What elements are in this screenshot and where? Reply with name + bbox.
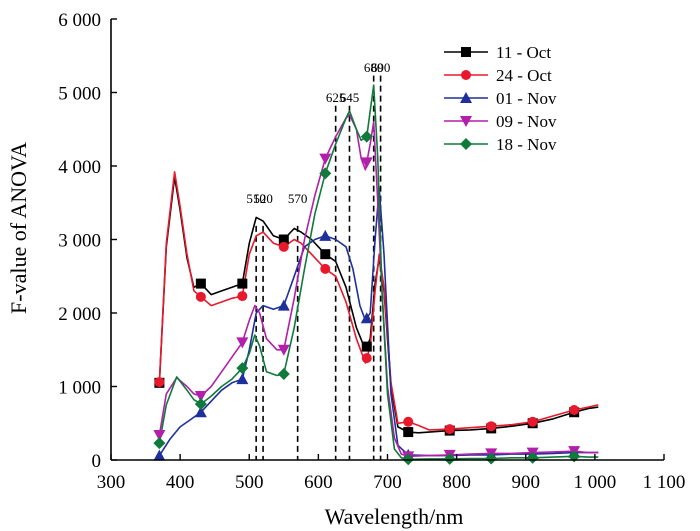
legend-swatch-marker: [461, 70, 471, 80]
y-tick-label: 6 000: [58, 10, 101, 31]
series-marker: [277, 344, 290, 356]
series-marker: [278, 234, 289, 245]
reference-line-label: 625: [326, 90, 346, 105]
y-tick-label: 5 000: [58, 84, 101, 105]
x-tick-label: 900: [512, 472, 541, 493]
legend-swatch-marker: [460, 138, 472, 150]
legend-swatch-marker: [460, 92, 472, 103]
reference-line-label: 645: [340, 90, 360, 105]
x-tick-label: 600: [304, 472, 333, 493]
series-marker: [278, 241, 289, 252]
series-marker: [527, 416, 538, 427]
legend-label: 09 - Nov: [496, 112, 557, 131]
series-marker: [194, 398, 207, 411]
x-tick-label: 800: [442, 472, 471, 493]
legend-swatch-marker: [461, 47, 471, 57]
legend-label: 01 - Nov: [496, 89, 557, 108]
x-tick-label: 1 100: [643, 472, 686, 493]
legend-swatch-marker: [460, 116, 472, 127]
series-line: [158, 84, 599, 461]
series-marker: [403, 416, 414, 427]
y-tick-label: 3 000: [58, 231, 101, 252]
series-marker: [153, 430, 166, 442]
reference-line-label: 510: [246, 191, 266, 206]
y-tick-label: 0: [92, 451, 102, 472]
y-axis-title: F-value of ANOVA: [6, 142, 31, 314]
y-tick-label: 1 000: [58, 378, 101, 399]
series-marker: [319, 167, 332, 180]
series-marker: [444, 424, 455, 435]
series-marker: [361, 341, 372, 352]
legend-label: 18 - Nov: [496, 135, 557, 154]
plot-series: [158, 84, 599, 461]
series-marker: [486, 421, 497, 432]
reference-line-label: 690: [371, 60, 391, 75]
x-tick-label: 500: [235, 472, 264, 493]
series-marker: [277, 368, 290, 381]
series-marker: [360, 130, 373, 143]
x-tick-label: 300: [97, 472, 126, 493]
legend-label: 24 - Oct: [496, 66, 552, 85]
series-line: [158, 113, 599, 458]
reference-line-label: 570: [288, 191, 308, 206]
series-marker: [236, 373, 249, 385]
series-marker: [153, 449, 166, 461]
series-marker: [153, 437, 166, 450]
legend: 11 - Oct 24 - Oct 01 - Nov 09 - Nov 18 - Nov: [444, 43, 557, 154]
series-marker: [320, 249, 331, 260]
x-tick-label: 700: [373, 472, 402, 493]
series-marker: [194, 406, 207, 418]
x-tick-label: 400: [166, 472, 195, 493]
series-marker: [277, 299, 290, 311]
series-marker: [154, 377, 165, 388]
x-tick-label: 1 000: [574, 472, 617, 493]
series-marker: [237, 291, 248, 302]
series-marker: [443, 452, 456, 465]
series-marker: [194, 391, 207, 403]
reference-line-label: 680: [364, 60, 384, 75]
series-marker: [195, 278, 206, 289]
series-marker: [360, 312, 373, 324]
series-marker: [237, 278, 248, 289]
y-tick-label: 4 000: [58, 157, 101, 178]
series-marker: [485, 452, 498, 465]
plot-markers: [153, 130, 581, 466]
series-marker: [319, 153, 332, 165]
series-marker: [319, 229, 332, 241]
series-line: [158, 187, 599, 457]
series-marker: [569, 405, 580, 416]
series-marker: [195, 291, 206, 302]
series-marker: [320, 263, 331, 274]
x-axis-title: Wavelength/nm: [325, 504, 464, 529]
series-line: [158, 176, 599, 434]
series-marker: [360, 157, 373, 169]
series-marker: [236, 362, 249, 375]
series-line: [158, 171, 599, 431]
series-marker: [236, 337, 249, 349]
y-tick-label: 2 000: [58, 304, 101, 325]
series-marker: [361, 353, 372, 364]
series-marker: [403, 427, 414, 438]
legend-label: 11 - Oct: [496, 43, 551, 62]
reference-line-label: 520: [253, 191, 273, 206]
